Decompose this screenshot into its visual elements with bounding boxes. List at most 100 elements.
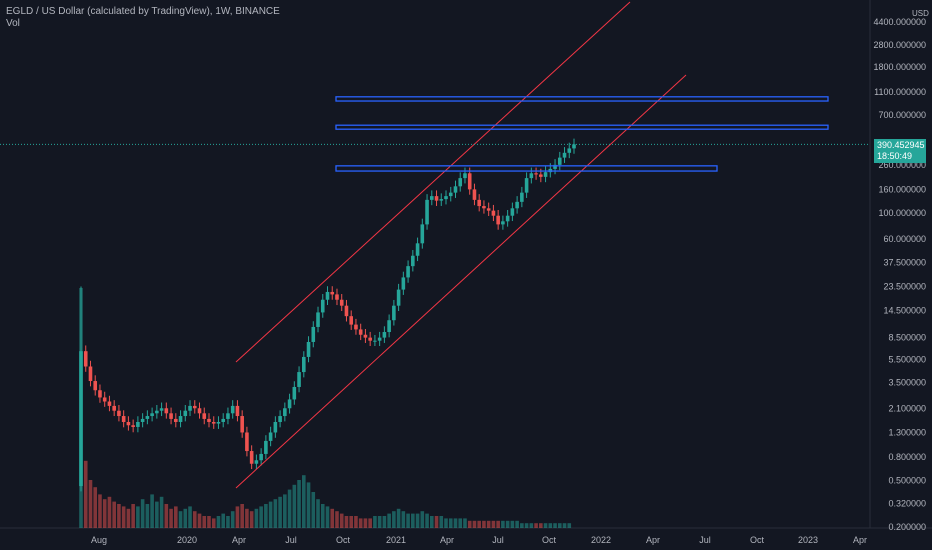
candle-body <box>401 277 406 290</box>
volume-bar <box>420 511 425 528</box>
candle-body <box>534 173 538 175</box>
candle-body <box>121 416 126 422</box>
candle-body <box>259 453 263 461</box>
time-tick-label: Apr <box>440 535 454 545</box>
price-tick-label: 160.000000 <box>878 184 926 194</box>
volume-bar <box>325 506 330 528</box>
volume-bar <box>344 516 349 528</box>
volume-bar <box>335 511 339 528</box>
chart-legend: EGLD / US Dollar (calculated by TradingV… <box>6 6 280 30</box>
candle-body <box>150 413 154 417</box>
candle-body <box>406 266 410 278</box>
volume-bar <box>140 499 145 528</box>
price-tick-label: 1100.000000 <box>874 87 926 97</box>
candle-body <box>131 425 135 427</box>
volume-bar <box>510 520 515 528</box>
price-tick-label: 2.100000 <box>888 403 926 413</box>
volume-bar <box>401 511 406 528</box>
symbol-title: EGLD / US Dollar (calculated by TradingV… <box>6 6 280 17</box>
volume-bar <box>358 518 363 528</box>
volume-bar <box>377 516 382 528</box>
time-tick-label: 2020 <box>177 535 197 545</box>
candle-body <box>145 416 150 419</box>
candle-body <box>192 405 197 409</box>
volume-bar <box>434 516 439 528</box>
volume-bar <box>472 520 477 528</box>
bar-countdown: 18:50:49 <box>877 151 913 161</box>
volume-bar <box>543 523 548 528</box>
candle-body <box>178 416 183 422</box>
candle-body <box>529 173 534 179</box>
candle-body <box>491 210 496 216</box>
candle-body <box>335 294 339 300</box>
volume-bar <box>439 516 444 528</box>
time-tick-label: Jul <box>699 535 711 545</box>
volume-bar <box>107 496 112 528</box>
candle-body <box>396 289 401 306</box>
time-tick-label: Jul <box>492 535 504 545</box>
resistance-zone <box>335 96 829 102</box>
volume-bar <box>382 516 387 528</box>
time-tick-label: Aug <box>91 535 107 545</box>
volume-bar <box>145 504 150 528</box>
volume-bar <box>131 504 135 528</box>
volume-bar <box>553 523 557 528</box>
price-tick-label: 60.000000 <box>883 234 926 244</box>
volume-bar <box>486 520 491 528</box>
volume-bar <box>79 288 83 528</box>
volume-bar <box>278 496 282 528</box>
volume-bar <box>349 516 354 528</box>
candle-body <box>136 421 140 427</box>
candle-body <box>363 334 368 338</box>
volume-bar <box>283 494 287 528</box>
volume-bar <box>306 482 311 528</box>
volume-label: Vol <box>6 18 20 29</box>
candle-body <box>453 186 458 193</box>
volume-bar <box>368 518 372 528</box>
volume-bar <box>226 516 230 528</box>
volume-bar <box>562 523 567 528</box>
price-tick-label: 37.500000 <box>883 258 926 268</box>
candle-body <box>524 178 529 193</box>
price-tick-label: 700.000000 <box>878 110 926 120</box>
candle-body <box>164 408 169 414</box>
volume-bar <box>505 520 510 528</box>
candle-body <box>254 460 259 464</box>
volume-bar <box>501 520 505 528</box>
candle-body <box>387 320 391 333</box>
volume-bar <box>415 513 420 528</box>
volume-bar <box>496 520 500 528</box>
candle-body <box>392 305 396 321</box>
volume-bar <box>520 523 524 528</box>
volume-bar <box>93 487 98 528</box>
candle-body <box>211 421 216 424</box>
candle-body <box>373 340 377 342</box>
volume-bar <box>406 513 410 528</box>
candle-body <box>140 418 145 422</box>
candle-body <box>501 221 505 225</box>
channel-lower-line <box>235 74 687 489</box>
candle-body <box>472 189 477 200</box>
candle-body <box>245 432 249 452</box>
resistance-zone <box>335 165 718 172</box>
time-tick-label: Apr <box>853 535 867 545</box>
volume-bar <box>463 518 467 528</box>
candle-body <box>93 381 98 391</box>
price-tick-label: 260.000000 <box>878 160 926 170</box>
candle-body <box>301 356 306 373</box>
volume-bar <box>178 511 183 528</box>
volume-bar <box>126 508 131 528</box>
volume-bar <box>230 511 235 528</box>
candle-body <box>411 255 415 267</box>
candle-body <box>117 410 121 417</box>
candle-body <box>107 401 112 406</box>
candle-body <box>482 206 486 209</box>
candle-body <box>463 173 467 179</box>
current-price-tag: 390.452945 18:50:49 <box>874 139 926 163</box>
candle-body <box>553 164 557 169</box>
candle-body <box>188 405 192 411</box>
volume-bar <box>392 511 396 528</box>
price-tick-label: 100.000000 <box>878 208 926 218</box>
time-tick-label: Apr <box>646 535 660 545</box>
